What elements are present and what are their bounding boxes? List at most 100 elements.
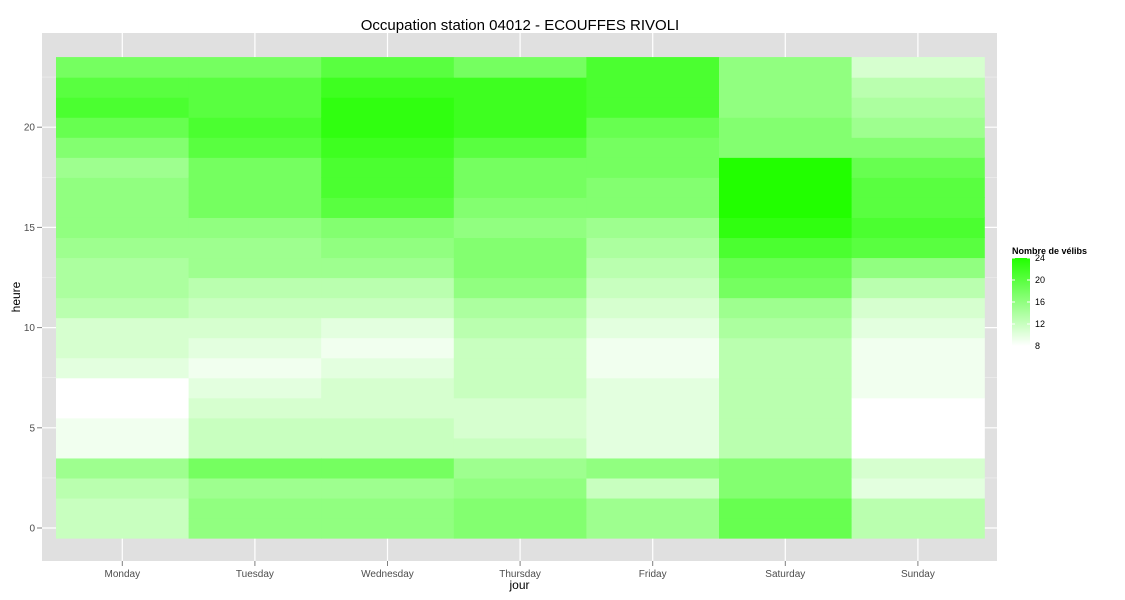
heatmap-tile	[321, 57, 455, 78]
heatmap-tile	[188, 437, 322, 459]
heatmap-tile	[453, 457, 587, 479]
heatmap-tile	[851, 457, 985, 479]
heatmap-tile	[56, 197, 190, 218]
heatmap-tile	[586, 297, 720, 319]
heatmap-tile	[719, 257, 853, 279]
heatmap-tile	[453, 317, 587, 339]
heatmap-tile	[56, 177, 190, 198]
heatmap-tile	[586, 437, 720, 459]
heatmap-tile	[56, 77, 190, 98]
heatmap-tile	[188, 317, 322, 339]
heatmap-tile	[851, 177, 985, 198]
y-tick-label: 20	[24, 123, 36, 134]
heatmap-tile	[56, 237, 190, 259]
x-tick-label: Sunday	[901, 569, 935, 580]
heatmap-tile	[188, 497, 322, 519]
heatmap-tile	[56, 257, 190, 279]
heatmap-tile	[586, 337, 720, 359]
heatmap-tile	[586, 237, 720, 259]
heatmap-tile	[188, 457, 322, 479]
heatmap-tile	[851, 437, 985, 459]
legend-colorbar	[1012, 258, 1030, 346]
heatmap-tile	[719, 397, 853, 419]
heatmap-tile	[453, 497, 587, 519]
x-tick-label: Thursday	[499, 569, 541, 580]
legend-label: 8	[1035, 341, 1040, 351]
heatmap-tile	[851, 497, 985, 519]
heatmap-tile	[321, 377, 455, 399]
heatmap-tile	[586, 157, 720, 178]
heatmap-tile	[851, 297, 985, 319]
heatmap-tile	[56, 337, 190, 359]
heatmap-tile	[851, 337, 985, 359]
heatmap-tile	[56, 357, 190, 379]
heatmap-tile	[453, 137, 587, 158]
heatmap-tile	[586, 197, 720, 218]
heatmap-tile	[453, 377, 587, 399]
heatmap-tile	[719, 417, 853, 439]
heatmap-tile	[719, 57, 853, 78]
heatmap-tile	[586, 457, 720, 479]
heatmap-tile	[586, 517, 720, 539]
heatmap-tile	[188, 277, 322, 299]
heatmap-tile	[188, 377, 322, 399]
heatmap-tile	[453, 237, 587, 259]
heatmap-tile	[851, 257, 985, 279]
heatmap-tile	[188, 197, 322, 218]
heatmap-tile	[56, 417, 190, 439]
heatmap-tile	[453, 437, 587, 459]
heatmap-tile	[321, 77, 455, 98]
heatmap-tile	[719, 77, 853, 98]
heatmap-tile	[851, 137, 985, 158]
heatmap-tile	[56, 297, 190, 319]
x-axis: Monday Tuesday Wednesday Thursday Friday Satu…	[105, 561, 935, 580]
heatmap-tile	[453, 277, 587, 299]
heatmap-tile	[188, 157, 322, 178]
heatmap-tile	[453, 297, 587, 319]
heatmap-tile	[321, 337, 455, 359]
heatmap-tile	[851, 77, 985, 98]
heatmap-tile	[56, 377, 190, 399]
heatmap-tile	[719, 437, 853, 459]
heatmap-tile	[586, 417, 720, 439]
heatmap-tile	[719, 277, 853, 299]
heatmap-tile	[188, 217, 322, 239]
heatmap-tile	[851, 277, 985, 299]
legend-label: 12	[1035, 319, 1045, 329]
heatmap-tile	[719, 477, 853, 499]
heatmap-tile	[851, 197, 985, 218]
heatmap-tile	[851, 117, 985, 138]
heatmap-tile	[321, 497, 455, 519]
heatmap-tile	[321, 217, 455, 239]
heatmap-tile	[321, 417, 455, 439]
chart-title: Occupation station 04012 - ECOUFFES RIVO…	[361, 17, 679, 34]
x-tick-label: Monday	[105, 569, 141, 580]
heatmap-tile	[586, 177, 720, 198]
heatmap-tile	[586, 117, 720, 138]
heatmap-tile	[586, 377, 720, 399]
heatmap-tile	[56, 397, 190, 419]
heatmap-tile	[851, 97, 985, 118]
heatmap-tile	[56, 477, 190, 499]
heatmap-tile	[321, 357, 455, 379]
heatmap-tile	[56, 317, 190, 339]
legend-label: 16	[1035, 297, 1045, 307]
heatmap-tile	[56, 497, 190, 519]
heatmap-tile	[188, 417, 322, 439]
heatmap-tile	[453, 77, 587, 98]
heatmap-tiles	[56, 57, 985, 539]
heatmap-tile	[188, 477, 322, 499]
heatmap-tile	[321, 317, 455, 339]
heatmap-tile	[719, 237, 853, 259]
y-tick-label: 0	[29, 524, 35, 535]
heatmap-tile	[453, 157, 587, 178]
heatmap-tile	[321, 257, 455, 279]
heatmap-tile	[188, 117, 322, 138]
heatmap-tile	[321, 277, 455, 299]
heatmap-tile	[188, 57, 322, 78]
heatmap-tile	[851, 217, 985, 239]
heatmap-tile	[719, 357, 853, 379]
heatmap-tile	[851, 237, 985, 259]
heatmap-tile	[719, 297, 853, 319]
